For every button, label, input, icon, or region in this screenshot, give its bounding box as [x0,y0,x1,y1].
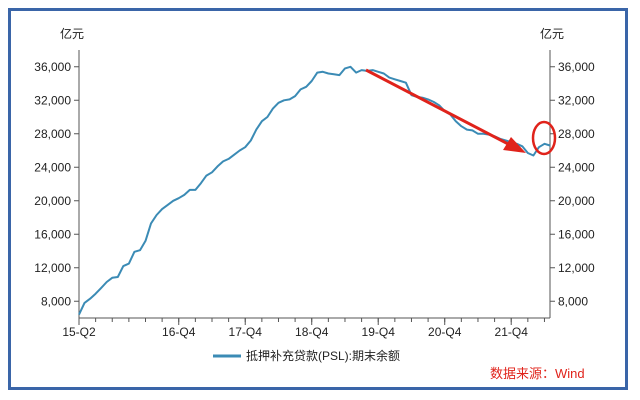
right-y-tick-label: 20,000 [558,194,595,208]
right-y-tick-label: 16,000 [558,227,595,241]
legend: 抵押补充贷款(PSL):期末余额 [213,348,400,363]
left-y-tick-label: 36,000 [34,60,71,74]
left-axis-unit: 亿元 [60,26,84,41]
annotations [365,68,557,156]
x-tick-label: 18-Q4 [295,325,329,339]
legend-label: 抵押补充贷款(PSL):期末余额 [246,348,400,363]
right-y-tick-label: 28,000 [558,127,595,141]
left-y-ticks: 8,000 12,000 16,000 20,000 24,000 28,000 32,00… [34,60,79,308]
left-y-tick-label: 8,000 [41,294,71,308]
x-tick-label: 16-Q4 [162,325,196,339]
left-y-tick-label: 12,000 [34,261,71,275]
x-ticks: 15-Q2 16-Q4 17-Q4 18-Q4 19-Q4 20-Q4 21-Q4 [62,318,545,339]
series-group [78,65,551,316]
latest-value-circle [531,120,557,156]
x-tick-label: 15-Q2 [62,325,96,339]
left-y-tick-label: 24,000 [34,160,71,174]
axes [78,50,551,319]
data-source-label: 数据来源：Wind [490,366,585,381]
right-y-tick-label: 36,000 [558,60,595,74]
left-y-tick-label: 28,000 [34,127,71,141]
right-y-tick-label: 12,000 [558,261,595,275]
left-y-tick-label: 32,000 [34,93,71,107]
x-tick-label: 17-Q4 [229,325,263,339]
left-y-tick-label: 20,000 [34,194,71,208]
psl-balance-line [78,65,551,316]
right-y-tick-label: 32,000 [558,93,595,107]
right-y-tick-label: 8,000 [558,294,588,308]
x-tick-label: 19-Q4 [362,325,396,339]
right-y-ticks: 8,000 12,000 16,000 20,000 24,000 28,000 32,00… [550,60,595,308]
x-tick-label: 20-Q4 [428,325,462,339]
left-y-tick-label: 16,000 [34,227,71,241]
right-y-tick-label: 24,000 [558,160,595,174]
trend-arrow-shaft [365,68,515,149]
trend-arrow-head [503,137,526,153]
right-axis-unit: 亿元 [540,26,564,41]
x-tick-label: 21-Q4 [495,325,529,339]
